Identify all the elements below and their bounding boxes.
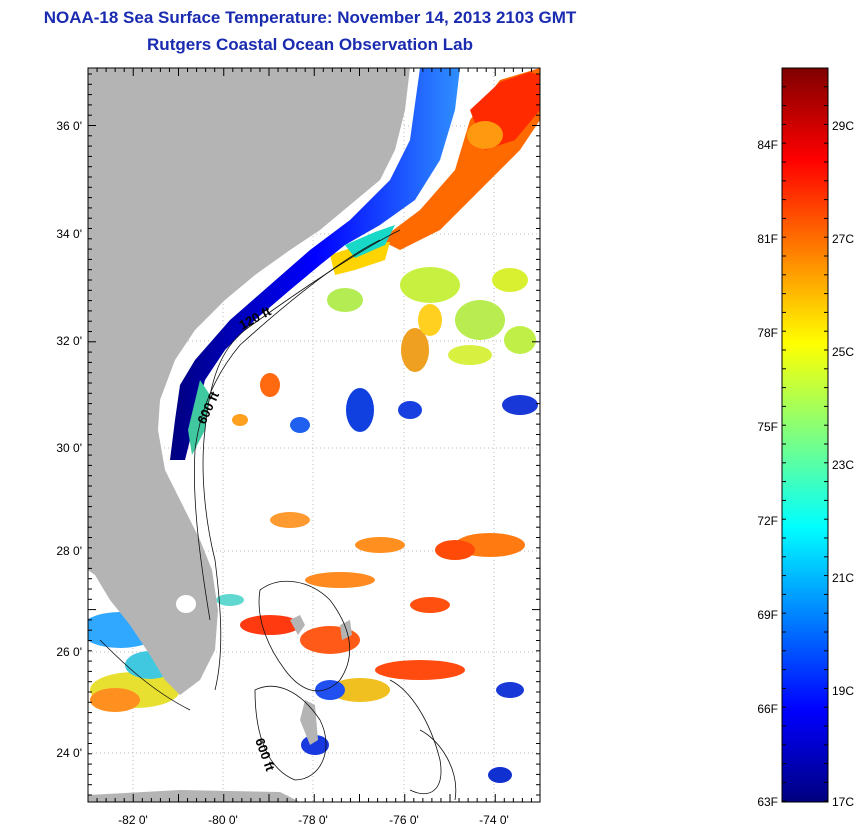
map-title: NOAA-18 Sea Surface Temperature: Novembe… <box>43 8 577 27</box>
f-label: 78F <box>757 326 778 340</box>
f-label: 63F <box>757 795 778 809</box>
lon-label: -80 0' <box>208 813 238 827</box>
lat-label: 36 0' <box>56 119 82 133</box>
c-label: 29C <box>832 119 854 133</box>
lon-label: -78 0' <box>298 813 328 827</box>
c-label: 19C <box>832 684 854 698</box>
sst-patches <box>88 267 538 783</box>
lon-label: -76 0' <box>389 813 419 827</box>
f-label: 69F <box>757 608 778 622</box>
f-label: 66F <box>757 702 778 716</box>
c-label: 17C <box>832 795 854 809</box>
latitude-labels: 36 0' 34 0' 32 0' 30 0' 28 0' 26 0' 24 0… <box>56 119 82 760</box>
f-label: 84F <box>757 138 778 152</box>
map-subtitle: Rutgers Coastal Ocean Observation Lab <box>147 35 473 54</box>
colorbar-scale <box>781 67 829 803</box>
f-label: 81F <box>757 232 778 246</box>
lat-label: 30 0' <box>56 441 82 455</box>
c-label: 23C <box>832 458 854 472</box>
celsius-labels: 29C 27C 25C 23C 21C 19C 17C <box>832 119 854 809</box>
lat-label: 26 0' <box>56 645 82 659</box>
lat-label: 32 0' <box>56 334 82 348</box>
f-label: 72F <box>757 514 778 528</box>
lon-label: -74 0' <box>479 813 509 827</box>
land-us-coast <box>88 68 410 695</box>
fahrenheit-labels: 84F 81F 78F 75F 72F 69F 66F 63F <box>757 138 778 809</box>
c-label: 21C <box>832 571 854 585</box>
c-label: 27C <box>832 232 854 246</box>
lat-label: 34 0' <box>56 227 82 241</box>
land-south-edge <box>88 790 300 802</box>
temperature-colorbar: 84F 81F 78F 75F 72F 69F 66F 63F 29C 27C … <box>757 67 854 809</box>
axis-ticks <box>87 68 540 802</box>
lat-label: 24 0' <box>56 746 82 760</box>
lon-label: -82 0' <box>118 813 148 827</box>
land-bahamas <box>290 615 352 745</box>
depth-contours <box>99 229 457 801</box>
gulf-stream <box>330 68 540 275</box>
coastal-cold-water <box>170 68 460 460</box>
f-label: 75F <box>757 420 778 434</box>
lat-label: 28 0' <box>56 544 82 558</box>
c-label: 25C <box>832 345 854 359</box>
longitude-labels: -82 0' -80 0' -78 0' -76 0' -74 0' <box>118 813 509 827</box>
lake-okeechobee <box>176 595 196 613</box>
